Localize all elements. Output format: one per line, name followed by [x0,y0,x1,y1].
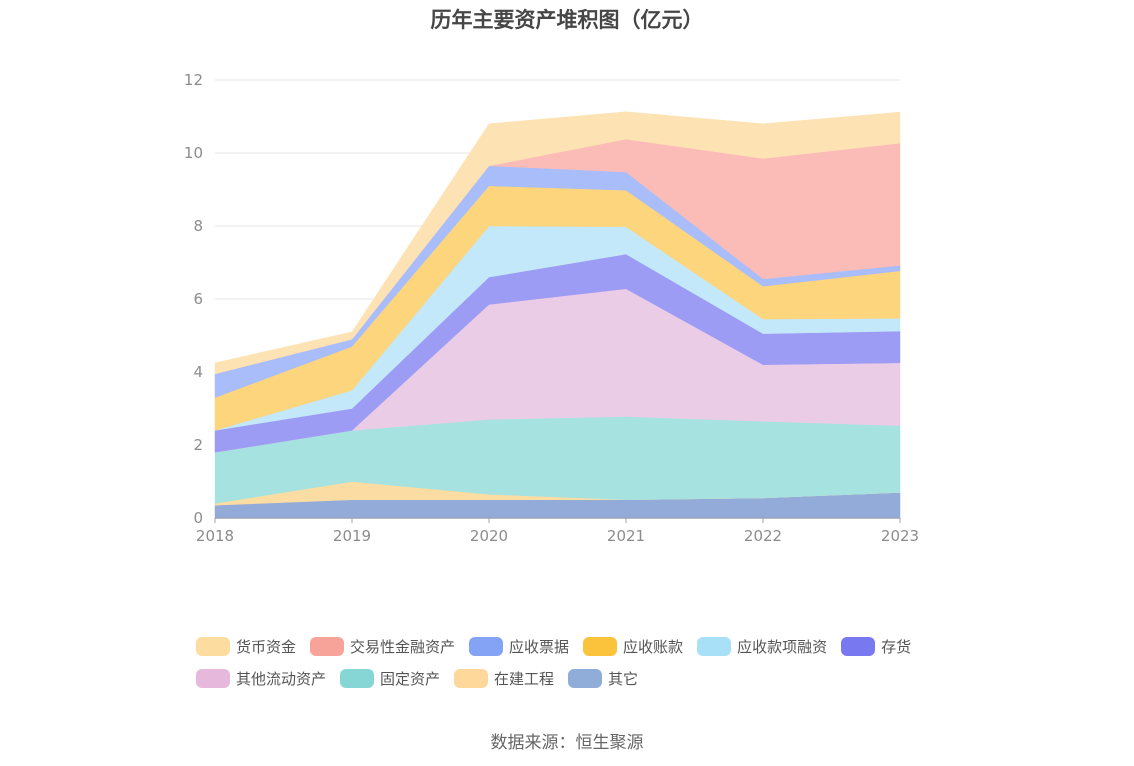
legend-item[interactable]: 应收票据 [469,636,569,657]
source-note: 数据来源：恒生聚源 [490,733,644,753]
legend-label: 交易性金融资产 [350,637,456,656]
y-tick-label: 8 [193,217,203,235]
legend-swatch [340,668,375,688]
legend: 货币资金 交易性金融资产 应收票据 应收账款 应收款项融资 存货 其他流动资产 固定资产 在建… [196,630,976,694]
chart-plot: 0 2 4 6 8 10 12 2018 2019 2020 2021 2022 2023 [184,71,919,545]
legend-item[interactable]: 货币资金 [196,636,296,657]
x-tick-label: 2019 [333,527,371,545]
legend-item[interactable]: 在建工程 [454,668,554,689]
y-tick-label: 4 [193,363,203,381]
x-tick-label: 2021 [607,527,645,545]
y-tick-label: 0 [193,509,203,527]
legend-item[interactable]: 其他流动资产 [196,668,326,689]
x-tick-label: 2018 [196,527,234,545]
y-tick-label: 2 [193,436,203,454]
legend-label: 其它 [608,669,639,688]
legend-item[interactable]: 固定资产 [340,668,440,689]
legend-label: 固定资产 [380,669,441,688]
legend-item[interactable]: 存货 [841,636,911,657]
legend-label: 存货 [881,637,912,656]
axes: 0 2 4 6 8 10 12 2018 2019 2020 2021 2022 2023 [184,71,919,545]
legend-label: 应收款项融资 [737,637,828,656]
chart-title: 历年主要资产堆积图（亿元） [430,8,704,32]
legend-swatch [841,636,876,656]
legend-swatch [697,636,732,656]
legend-swatch [469,636,504,656]
legend-label: 应收票据 [509,637,570,656]
legend-item[interactable]: 应收款项融资 [697,636,827,657]
area-series-layer [214,111,901,519]
x-tick-label: 2022 [744,527,782,545]
y-tick-label: 10 [184,144,203,162]
legend-label: 应收账款 [623,637,684,656]
legend-label: 货币资金 [236,637,297,656]
legend-swatch [568,668,603,688]
legend-row: 其他流动资产 固定资产 在建工程 其它 [196,662,976,694]
legend-swatch [583,636,618,656]
y-tick-label: 12 [184,71,203,89]
legend-label: 在建工程 [494,669,555,688]
legend-item[interactable]: 应收账款 [583,636,683,657]
legend-swatch [454,668,489,688]
legend-item[interactable]: 交易性金融资产 [310,636,455,657]
legend-row: 货币资金 交易性金融资产 应收票据 应收账款 应收款项融资 存货 [196,630,976,662]
legend-label: 其他流动资产 [236,669,327,688]
legend-swatch [310,636,345,656]
y-tick-label: 6 [193,290,203,308]
x-tick-label: 2020 [470,527,508,545]
legend-item[interactable]: 其它 [568,668,638,689]
area-series-货币资金[interactable] [214,111,901,375]
x-tick-label: 2023 [881,527,919,545]
legend-swatch [196,668,230,688]
legend-swatch [196,636,230,656]
